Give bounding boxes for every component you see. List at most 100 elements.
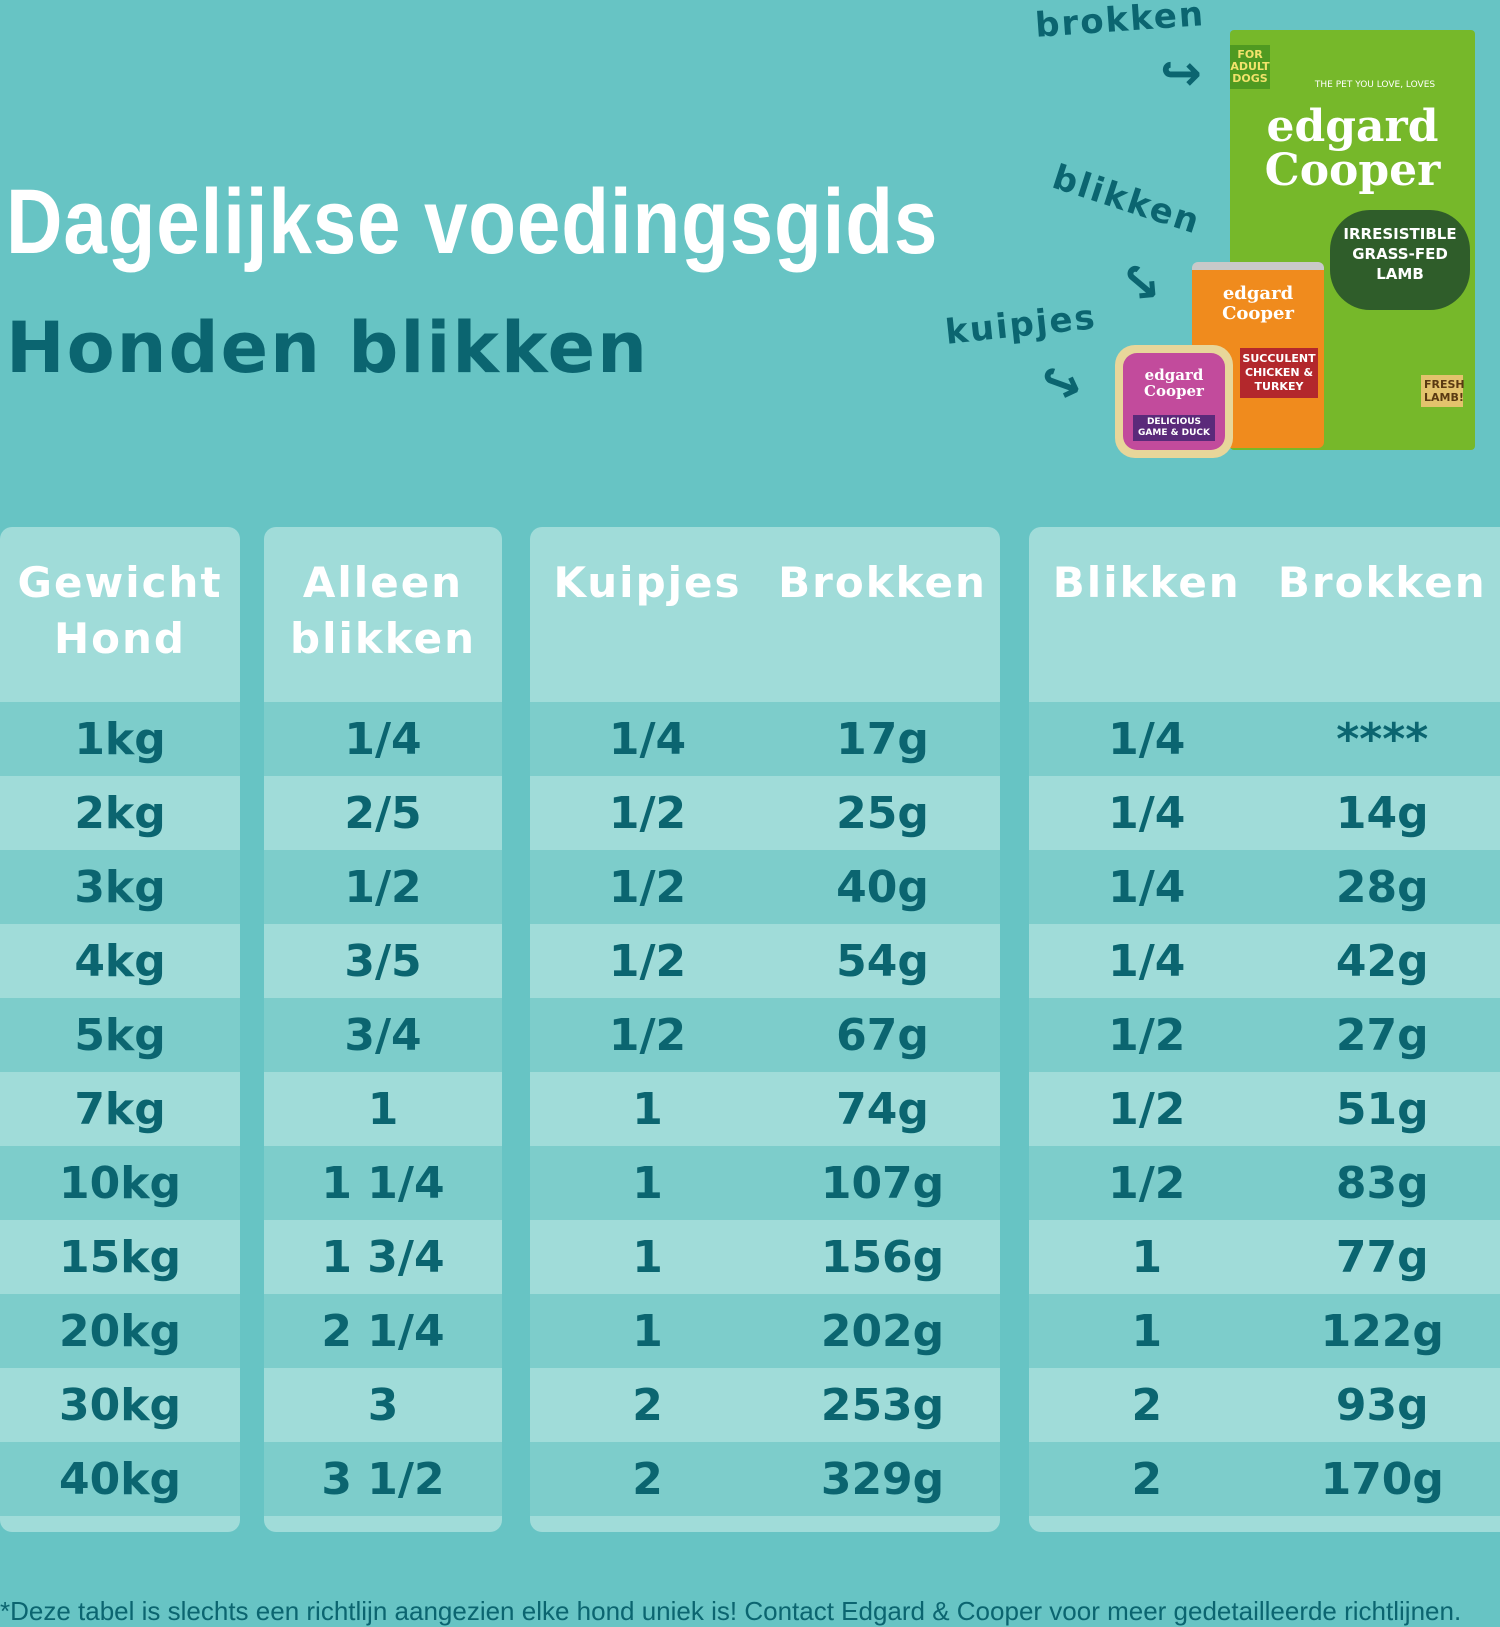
can-product-name: SUCCULENT CHICKEN & TURKEY xyxy=(1240,348,1318,398)
cell-alleen: 3/4 xyxy=(344,1009,422,1061)
header-gewicht-hond: Gewicht Hond xyxy=(17,558,223,663)
table-row: 2/5 xyxy=(264,776,502,850)
cell-blikken: 1/2 xyxy=(1108,1157,1186,1209)
cell-alleen: 2 1/4 xyxy=(321,1305,445,1357)
column-alleen-blikken: Alleen blikken 1/4 2/5 1/2 3/5 3/4 1 1 1/4 1 3/… xyxy=(264,527,502,1532)
cell-brokken1: 17g xyxy=(836,713,929,765)
table-row: 3 1/2 xyxy=(264,1442,502,1516)
label-kuipjes: kuipjes xyxy=(943,297,1099,353)
table-row: 1 77g xyxy=(1029,1220,1500,1294)
table-row: 1 3/4 xyxy=(264,1220,502,1294)
cell-kuipjes: 1 xyxy=(632,1231,663,1283)
cell-blikken: 2 xyxy=(1131,1379,1163,1431)
cell-brokken2: 14g xyxy=(1335,787,1429,839)
cell-weight: 10kg xyxy=(59,1157,181,1209)
table-row: 5kg xyxy=(0,998,240,1072)
cell-brokken1: 107g xyxy=(820,1157,945,1209)
cell-blikken: 1/4 xyxy=(1108,935,1186,987)
cell-kuipjes: 1/2 xyxy=(608,861,687,913)
cell-alleen: 3/5 xyxy=(344,935,422,987)
cell-weight: 20kg xyxy=(59,1305,181,1357)
table-row: 1/2 83g xyxy=(1029,1146,1500,1220)
cell-blikken: 1/2 xyxy=(1108,1009,1186,1061)
table-row: 1/2 51g xyxy=(1029,1072,1500,1146)
cell-blikken: 2 xyxy=(1131,1453,1163,1505)
cell-brokken1: 329g xyxy=(820,1453,945,1505)
cell-weight: 30kg xyxy=(59,1379,181,1431)
column-gewicht: Gewicht Hond 1kg 2kg 3kg 4kg 5kg 7kg 10kg 15kg 2… xyxy=(0,527,240,1532)
cell-brokken2: 122g xyxy=(1320,1305,1444,1357)
column-kuipjes-brokken: Kuipjes Brokken 1/4 17g 1/2 25g 1/2 40g 1/2 54g 1… xyxy=(530,527,1000,1532)
table-row: 1/4 xyxy=(264,702,502,776)
cell-alleen: 3 xyxy=(367,1379,399,1431)
table-row: 1/4 42g xyxy=(1029,924,1500,998)
table-row: 2 1/4 xyxy=(264,1294,502,1368)
cell-brokken1: 253g xyxy=(820,1379,945,1431)
table-row: 4kg xyxy=(0,924,240,998)
cell-weight: 7kg xyxy=(74,1083,166,1135)
cell-brokken2: 83g xyxy=(1335,1157,1429,1209)
header-brokken: Brokken xyxy=(778,558,987,607)
table-row: 1/4 14g xyxy=(1029,776,1500,850)
cell-weight: 1kg xyxy=(74,713,166,765)
cell-brokken2: 28g xyxy=(1335,861,1429,913)
header-brokken: Brokken xyxy=(1277,558,1487,607)
cell-weight: 3kg xyxy=(74,861,166,913)
cell-kuipjes: 1/2 xyxy=(608,787,687,839)
table-row: 7kg xyxy=(0,1072,240,1146)
cell-weight: 4kg xyxy=(74,935,166,987)
cell-weight: 5kg xyxy=(74,1009,166,1061)
page-title: Dagelijkse voedingsgids xyxy=(6,171,939,273)
cell-brokken1: 202g xyxy=(820,1305,945,1357)
cell-brokken2: 77g xyxy=(1335,1231,1429,1283)
kibble-bag-image: FOR ADULT DOGS THE PET YOU LOVE, LOVES e… xyxy=(1230,30,1475,450)
cell-kuipjes: 1 xyxy=(632,1305,663,1357)
arrow-icon: ↪ xyxy=(1160,44,1202,102)
cell-alleen: 1/2 xyxy=(344,861,422,913)
table-row: 1/2 67g xyxy=(530,998,1000,1072)
cell-alleen: 1 1/4 xyxy=(321,1157,445,1209)
arrow-icon: ↪ xyxy=(1031,348,1091,418)
cell-brokken2: 170g xyxy=(1320,1453,1444,1505)
table-row: 40kg xyxy=(0,1442,240,1516)
cell-blikken: 1 xyxy=(1131,1305,1163,1357)
cell-kuipjes: 1/4 xyxy=(608,713,687,765)
cell-brokken1: 40g xyxy=(836,861,929,913)
table-row: 2 329g xyxy=(530,1442,1000,1516)
cell-brokken1: 74g xyxy=(836,1083,929,1135)
cell-weight: 40kg xyxy=(59,1453,181,1505)
cell-weight: 2kg xyxy=(74,787,166,839)
table-row: 3/5 xyxy=(264,924,502,998)
brand-logo: edgard Cooper xyxy=(1222,283,1294,324)
cell-kuipjes: 2 xyxy=(632,1453,663,1505)
brand-logo: edgard Cooper xyxy=(1264,101,1441,196)
table-row: 2kg xyxy=(0,776,240,850)
cell-kuipjes: 1 xyxy=(632,1083,663,1135)
cell-brokken2: 51g xyxy=(1335,1083,1429,1135)
cell-brokken1: 25g xyxy=(836,787,929,839)
table-row: 1/2 40g xyxy=(530,850,1000,924)
table-row: 1/4 28g xyxy=(1029,850,1500,924)
cell-brokken1: 156g xyxy=(820,1231,945,1283)
bag-product-name: IRRESISTIBLE GRASS-FED LAMB xyxy=(1330,210,1470,310)
table-row: 30kg xyxy=(0,1368,240,1442)
table-row: 2 93g xyxy=(1029,1368,1500,1442)
table-row: 1/4 17g xyxy=(530,702,1000,776)
arrow-icon: ↪ xyxy=(1106,247,1176,319)
cell-weight: 15kg xyxy=(59,1231,181,1283)
tray-product-name: DELICIOUS GAME & DUCK xyxy=(1133,415,1215,441)
cell-brokken1: 54g xyxy=(836,935,929,987)
table-row: 10kg xyxy=(0,1146,240,1220)
adult-badge: FOR ADULT DOGS xyxy=(1230,45,1270,89)
label-blikken: blikken xyxy=(1047,157,1206,243)
table-row: 15kg xyxy=(0,1220,240,1294)
table-row: 1 1/4 xyxy=(264,1146,502,1220)
cell-alleen: 1 xyxy=(367,1083,399,1135)
table-row: 1 156g xyxy=(530,1220,1000,1294)
table-row: 2 253g xyxy=(530,1368,1000,1442)
table-row: 1 122g xyxy=(1029,1294,1500,1368)
table-row: 1/2 xyxy=(264,850,502,924)
cell-brokken2: **** xyxy=(1336,713,1429,765)
table-row: 1 202g xyxy=(530,1294,1000,1368)
header-kuipjes: Kuipjes xyxy=(553,558,742,607)
